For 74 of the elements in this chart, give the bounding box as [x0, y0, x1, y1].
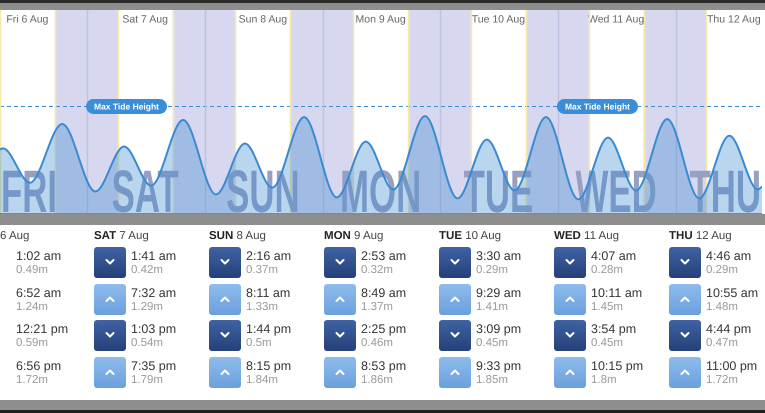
text: 0.45m	[591, 336, 623, 350]
text: 3:30 am	[476, 248, 522, 264]
text: 4:44 pm	[706, 321, 752, 338]
text: 3:54 pm	[591, 321, 636, 338]
text: 1.37m	[361, 300, 393, 314]
text: 10:55 am	[706, 284, 758, 301]
text: 1.72m	[16, 373, 48, 387]
text: 0.29m	[476, 263, 508, 277]
text: 1.41m	[476, 300, 508, 314]
category-label: 6 Aug	[0, 229, 30, 243]
text: 1.85m	[476, 373, 508, 387]
text: 0.46m	[361, 336, 393, 350]
text: 10:15 pm	[591, 358, 644, 374]
text: 7:35 pm	[131, 358, 176, 374]
text: 8:53 pm	[361, 358, 406, 374]
text: 4:46 am	[706, 248, 752, 264]
text: 4:07 am	[591, 248, 636, 264]
text: 1:02 am	[16, 248, 62, 264]
text: 1.84m	[246, 373, 278, 387]
category-label: SAT 7 Aug	[94, 229, 149, 243]
text: 8:49 am	[361, 284, 406, 301]
text: 6:56 pm	[16, 358, 62, 374]
x-tick-label: Sat 7 Aug	[122, 14, 168, 26]
text: 0.28m	[591, 263, 623, 277]
annotation: SAT	[112, 159, 179, 226]
text: 1.8m	[591, 372, 617, 387]
text: 8:15 pm	[246, 358, 292, 374]
text: 1.24m	[16, 300, 48, 314]
text: 1:03 pm	[131, 321, 176, 338]
text: 1.29m	[131, 300, 163, 314]
text: 6:52 am	[16, 284, 62, 301]
text: 0.49m	[16, 263, 48, 277]
text: 10:11 am	[591, 284, 642, 301]
text: 0.45m	[476, 336, 508, 350]
text: Max Tide Height	[564, 101, 630, 112]
text: 1.79m	[131, 373, 163, 387]
text: 8:11 am	[246, 284, 290, 301]
x-tick-label: Tue 10 Aug	[472, 14, 526, 26]
category-label: TUE 10 Aug	[439, 229, 502, 243]
text: 1.45m	[591, 300, 623, 314]
text: 9:29 am	[476, 284, 522, 301]
text: 1.86m	[361, 373, 393, 387]
text: 1:44 pm	[246, 321, 292, 338]
category-label: MON 9 Aug	[324, 229, 384, 243]
text: 9:33 pm	[476, 358, 522, 374]
x-tick-label: Mon 9 Aug	[356, 14, 406, 26]
text: 0.29m	[706, 263, 738, 277]
text: 11:00 pm	[706, 358, 758, 374]
text: 0.5m	[246, 336, 272, 350]
category-label: WED 11 Aug	[554, 229, 619, 243]
text: 0.42m	[131, 263, 163, 277]
category-label: THU 12 Aug	[669, 229, 732, 243]
ref-line-label: Max Tide Height	[94, 101, 160, 112]
text: 0.32m	[361, 263, 393, 277]
text: 1.48m	[706, 300, 738, 314]
text: 0.37m	[246, 263, 278, 277]
annotation: FRI	[1, 159, 58, 226]
x-tick-label: Fri 6 Aug	[6, 14, 49, 26]
text: 2:25 pm	[361, 321, 406, 338]
text: 0.47m	[706, 336, 738, 350]
text: 12:21 pm	[16, 321, 68, 338]
text: 0.54m	[131, 336, 163, 350]
text: 1:41 am	[131, 248, 176, 264]
x-tick-label: Thu 12 Aug	[706, 14, 761, 26]
text: 7:32 am	[131, 284, 176, 301]
text: 1.33m	[246, 300, 278, 314]
text: 2:53 am	[361, 248, 406, 264]
category-label: SUN 8 Aug	[209, 229, 266, 243]
x-tick-label: Sun 8 Aug	[238, 14, 288, 26]
text: 0.59m	[16, 336, 48, 350]
text: 2:16 am	[246, 248, 292, 264]
annotation: TUE	[464, 159, 534, 226]
text: 3:09 pm	[476, 321, 522, 338]
text: 1.72m	[706, 372, 738, 387]
